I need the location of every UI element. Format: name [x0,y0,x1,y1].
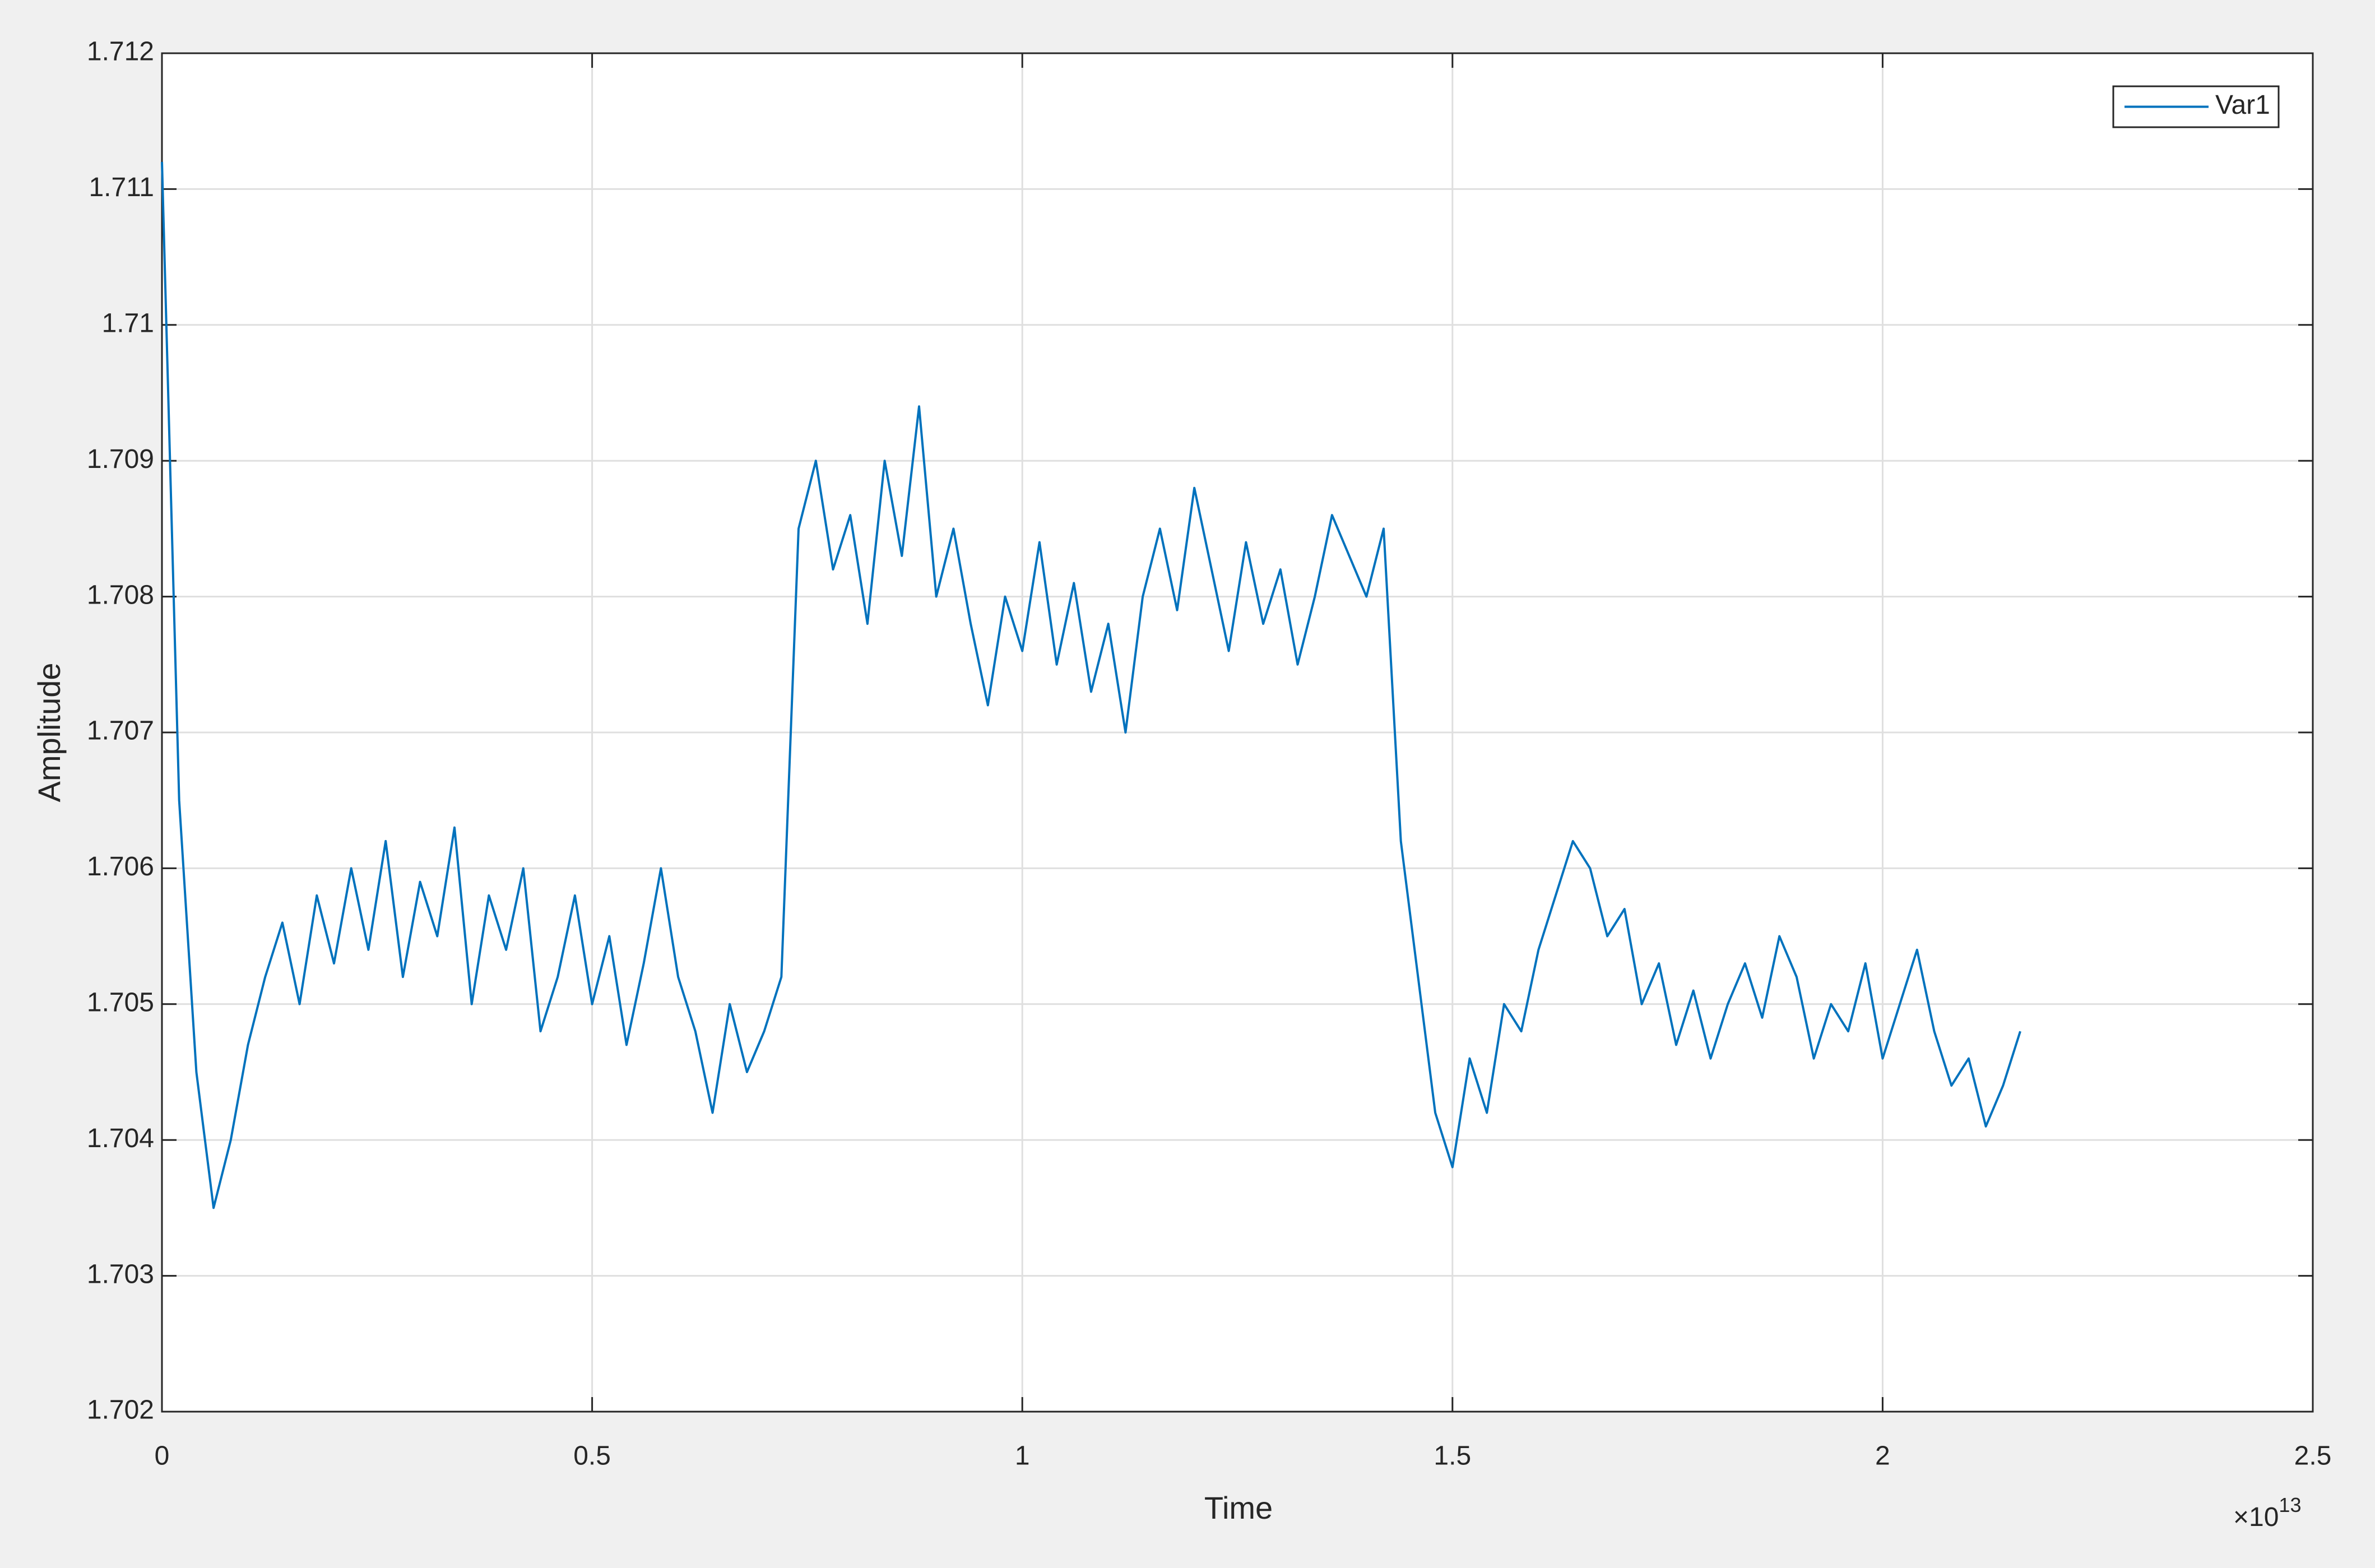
x-tick-label: 1 [1015,1441,1030,1471]
y-tick-label: 1.71 [102,308,154,338]
x-tick-label: 0 [155,1441,170,1471]
y-tick-label: 1.703 [87,1259,154,1289]
x-multiplier: ×1013 [2233,1493,2301,1532]
x-tick-label: 2.5 [2294,1441,2332,1471]
x-axis-label: Time [1204,1490,1273,1525]
y-tick-label: 1.706 [87,852,154,882]
axes-box [161,52,2314,1413]
x-multiplier-exponent: 13 [2279,1493,2301,1516]
x-tick-label: 0.5 [573,1441,611,1471]
x-tick-label: 1.5 [1434,1441,1471,1471]
y-tick-label: 1.705 [87,987,154,1017]
x-multiplier-base: ×10 [2233,1502,2279,1532]
y-axis-label: Amplitude [31,662,67,802]
data-line [161,161,2021,1209]
legend-label: Var1 [2215,90,2270,120]
y-tick-label: 1.707 [87,716,154,746]
y-tick-label: 1.709 [87,444,154,474]
y-tick-label: 1.711 [89,173,154,202]
y-tick-label: 1.708 [87,580,154,610]
y-tick-label: 1.702 [87,1395,154,1425]
y-tick-label: 1.704 [87,1124,154,1153]
y-tick-label: 1.712 [87,37,154,67]
x-tick-label: 2 [1875,1441,1890,1471]
